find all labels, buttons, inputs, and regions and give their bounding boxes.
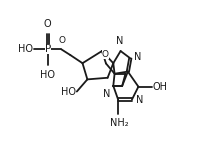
Text: O: O — [44, 19, 52, 29]
Text: N: N — [136, 95, 143, 105]
Text: HO: HO — [61, 87, 76, 97]
Text: N: N — [116, 36, 123, 46]
Text: N: N — [134, 52, 142, 62]
Text: NH₂: NH₂ — [110, 118, 129, 128]
Text: OH: OH — [153, 82, 168, 92]
Text: HO: HO — [40, 70, 55, 80]
Text: P: P — [45, 44, 51, 54]
Text: O: O — [102, 50, 109, 59]
Text: N: N — [103, 89, 110, 99]
Text: HO: HO — [18, 44, 33, 54]
Text: O: O — [59, 35, 66, 45]
